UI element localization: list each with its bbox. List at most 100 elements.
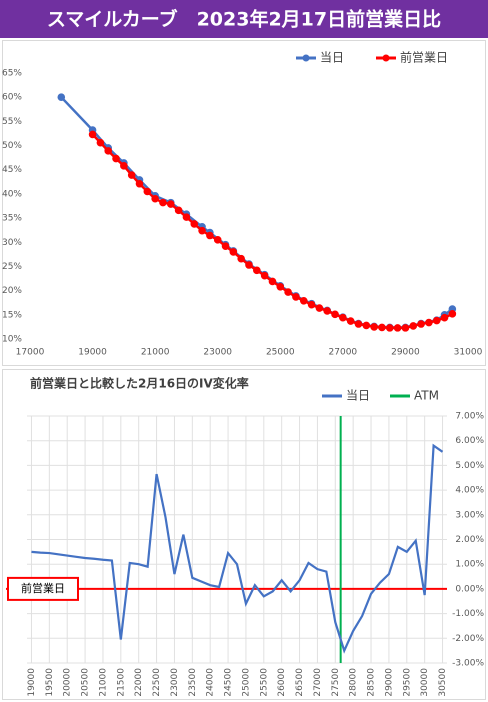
marker	[127, 171, 136, 179]
x-tick-label: 21500	[116, 668, 126, 697]
x-tick-label: 29500	[402, 668, 412, 697]
marker	[440, 313, 449, 322]
marker	[354, 320, 363, 328]
y-tick-label: 5.00%	[455, 461, 484, 471]
marker	[120, 162, 128, 170]
y-tick-label: 0.00%	[455, 584, 484, 594]
marker	[174, 206, 183, 215]
y-tick-label: 55%	[2, 117, 22, 127]
marker	[339, 313, 347, 322]
marker	[315, 304, 324, 312]
marker	[307, 300, 316, 309]
x-tick-label: 23000	[203, 348, 232, 358]
legend-label: 当日	[346, 389, 370, 403]
reference-label-box	[7, 576, 79, 601]
x-tick-label: 25000	[266, 348, 295, 358]
y-tick-label: 30%	[2, 238, 22, 248]
y-tick-label: 60%	[2, 93, 22, 103]
chart-title: 前営業日と比較した2月16日のIV変化率	[30, 376, 249, 391]
marker	[370, 323, 378, 331]
x-tick-label: 19000	[27, 668, 37, 697]
y-tick-label: 45%	[2, 165, 22, 175]
marker	[362, 321, 371, 330]
marker	[417, 320, 425, 328]
x-tick-label: 20500	[81, 668, 91, 697]
marker	[88, 130, 97, 139]
marker	[182, 213, 191, 221]
chart-frame	[2, 40, 486, 366]
legend-marker	[302, 54, 310, 62]
series-line	[60, 96, 454, 329]
y-tick-label: 65%	[2, 69, 22, 79]
marker	[206, 231, 214, 240]
y-tick-label: 2.00%	[455, 535, 484, 545]
y-tick-label: 15%	[2, 310, 22, 320]
page-title: スマイルカーブ 2023年2月17日前営業日比	[47, 8, 441, 31]
marker	[409, 322, 418, 330]
marker	[237, 254, 245, 263]
header-band	[0, 0, 488, 38]
x-tick-label: 27000	[313, 668, 323, 697]
marker	[448, 310, 457, 318]
y-tick-label: 50%	[2, 141, 22, 151]
y-tick-label: -2.00%	[452, 634, 484, 644]
y-tick-label: 3.00%	[455, 510, 484, 520]
marker	[245, 261, 253, 269]
series-line	[91, 133, 453, 330]
x-tick-label: 30500	[438, 668, 448, 697]
x-tick-label: 27500	[331, 668, 341, 697]
marker	[432, 316, 441, 325]
legend-label: ATM	[414, 389, 439, 403]
marker	[268, 277, 277, 286]
marker	[221, 242, 230, 250]
x-tick-label: 19000	[78, 348, 107, 358]
marker	[276, 282, 285, 291]
marker	[253, 266, 261, 275]
x-tick-label: 21000	[141, 348, 170, 358]
series-line	[31, 443, 444, 654]
y-tick-label: 10%	[2, 335, 22, 345]
marker	[198, 226, 206, 235]
legend-label: 当日	[320, 51, 344, 65]
x-tick-label: 31000	[454, 348, 483, 358]
x-tick-label: 17000	[16, 348, 45, 358]
marker	[57, 93, 66, 101]
marker	[112, 154, 120, 163]
x-tick-label: 26500	[295, 668, 305, 697]
x-tick-label: 19500	[45, 668, 55, 697]
x-tick-label: 25000	[241, 668, 251, 697]
marker	[346, 317, 355, 325]
marker	[213, 236, 222, 244]
marker	[143, 187, 152, 196]
marker	[393, 324, 402, 332]
marker	[104, 147, 113, 155]
marker	[323, 307, 332, 315]
marker	[299, 296, 308, 305]
x-tick-label: 22500	[152, 668, 162, 697]
x-tick-label: 20000	[63, 668, 73, 697]
y-tick-label: 35%	[2, 214, 22, 224]
chart-frame	[2, 369, 486, 700]
x-tick-label: 22000	[134, 668, 144, 697]
marker	[385, 324, 394, 332]
x-tick-label: 24500	[224, 668, 234, 697]
legend-marker	[382, 54, 390, 62]
y-tick-label: -1.00%	[452, 609, 484, 619]
y-tick-label: -3.00%	[452, 659, 484, 669]
x-tick-label: 28000	[349, 668, 359, 697]
marker	[166, 200, 175, 208]
marker	[135, 179, 144, 188]
x-tick-label: 25500	[259, 668, 269, 697]
x-tick-label: 29000	[391, 348, 420, 358]
x-tick-label: 23000	[170, 668, 180, 697]
y-tick-label: 40%	[2, 189, 22, 199]
marker	[284, 288, 292, 296]
x-tick-label: 23500	[188, 668, 198, 697]
y-tick-label: 6.00%	[455, 436, 484, 446]
x-tick-label: 24000	[206, 668, 216, 697]
y-tick-label: 25%	[2, 262, 22, 272]
marker	[260, 271, 269, 280]
y-tick-label: 4.00%	[455, 486, 484, 496]
y-tick-label: 7.00%	[455, 412, 484, 422]
